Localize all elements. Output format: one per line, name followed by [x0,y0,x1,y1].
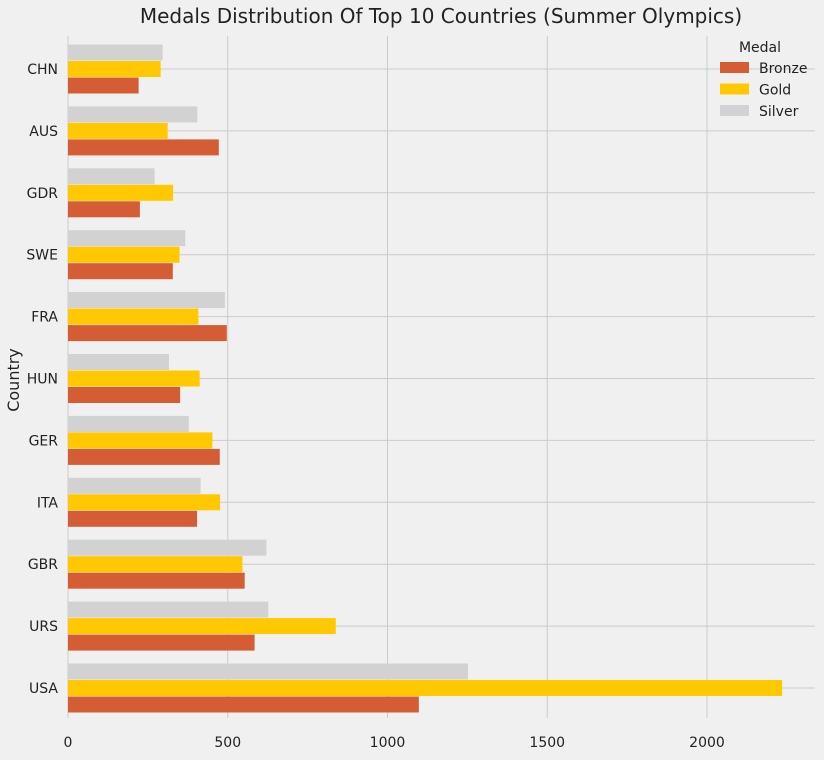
y-tick-labels: CHN AUS GDR SWE FRA HUN GER ITA GBR URS USA [26,62,58,697]
bar-silver-usa [68,663,469,680]
chart-title: Medals Distribution Of Top 10 Countries … [140,4,742,28]
bar-bronze-urs [68,634,255,651]
bar-silver-gbr [68,539,267,556]
bar-silver-urs [68,601,269,618]
bar-bronze-ita [68,510,198,527]
bar-silver-ita [68,477,201,494]
bar-silver-swe [68,230,186,247]
bar-bronze-gbr [68,572,245,589]
y-axis-label: Country [4,348,23,412]
bars-group [68,44,783,713]
y-tick-label: FRA [31,310,58,326]
bar-silver-chn [68,44,163,61]
legend-title: Medal [739,40,781,56]
x-tick-label: 1500 [529,735,565,751]
y-tick-label: ITA [37,495,59,511]
y-tick-label: GER [29,433,59,449]
y-tick-label: AUS [29,124,58,140]
bar-gold-gdr [68,184,174,201]
x-tick-label: 1000 [370,735,406,751]
bar-gold-fra [68,308,199,325]
y-tick-label: USA [29,681,58,697]
bar-silver-ger [68,415,189,432]
bar-bronze-hun [68,387,181,403]
bar-gold-chn [68,61,161,77]
bar-gold-ita [68,494,221,511]
x-tick-labels: 0 500 1000 1500 2000 [64,735,725,751]
legend-label-bronze: Bronze [759,61,807,77]
bar-bronze-gdr [68,201,140,218]
y-tick-label: GBR [28,557,58,573]
bar-bronze-aus [68,139,219,156]
bar-bronze-ger [68,448,220,465]
bar-silver-aus [68,106,198,123]
bar-gold-urs [68,618,336,635]
bar-bronze-chn [68,77,139,94]
legend-label-gold: Gold [759,83,791,99]
legend-swatch-gold [720,83,749,95]
bar-silver-gdr [68,168,155,185]
bar-gold-ger [68,432,213,449]
bar-silver-fra [68,292,225,309]
bar-gold-usa [68,680,783,696]
x-tick-label: 2000 [689,735,725,751]
legend-label-silver: Silver [759,104,799,120]
legend: Medal Bronze Gold Silver [720,40,807,120]
bar-bronze-usa [68,696,419,713]
y-tick-label: URS [29,619,58,635]
bar-bronze-fra [68,325,227,342]
legend-swatch-silver [720,105,749,116]
x-tick-label: 500 [214,735,241,751]
bar-gold-swe [68,246,180,263]
bar-bronze-swe [68,263,173,280]
y-tick-label: GDR [27,186,59,202]
bar-gold-gbr [68,556,243,573]
bar-silver-hun [68,354,169,370]
y-tick-label: SWE [26,248,58,264]
bar-gold-hun [68,370,200,387]
bar-gold-aus [68,122,168,139]
y-tick-label: CHN [27,62,58,78]
y-tick-label: HUN [27,372,58,388]
x-tick-label: 0 [64,735,73,751]
legend-swatch-bronze [720,62,749,73]
